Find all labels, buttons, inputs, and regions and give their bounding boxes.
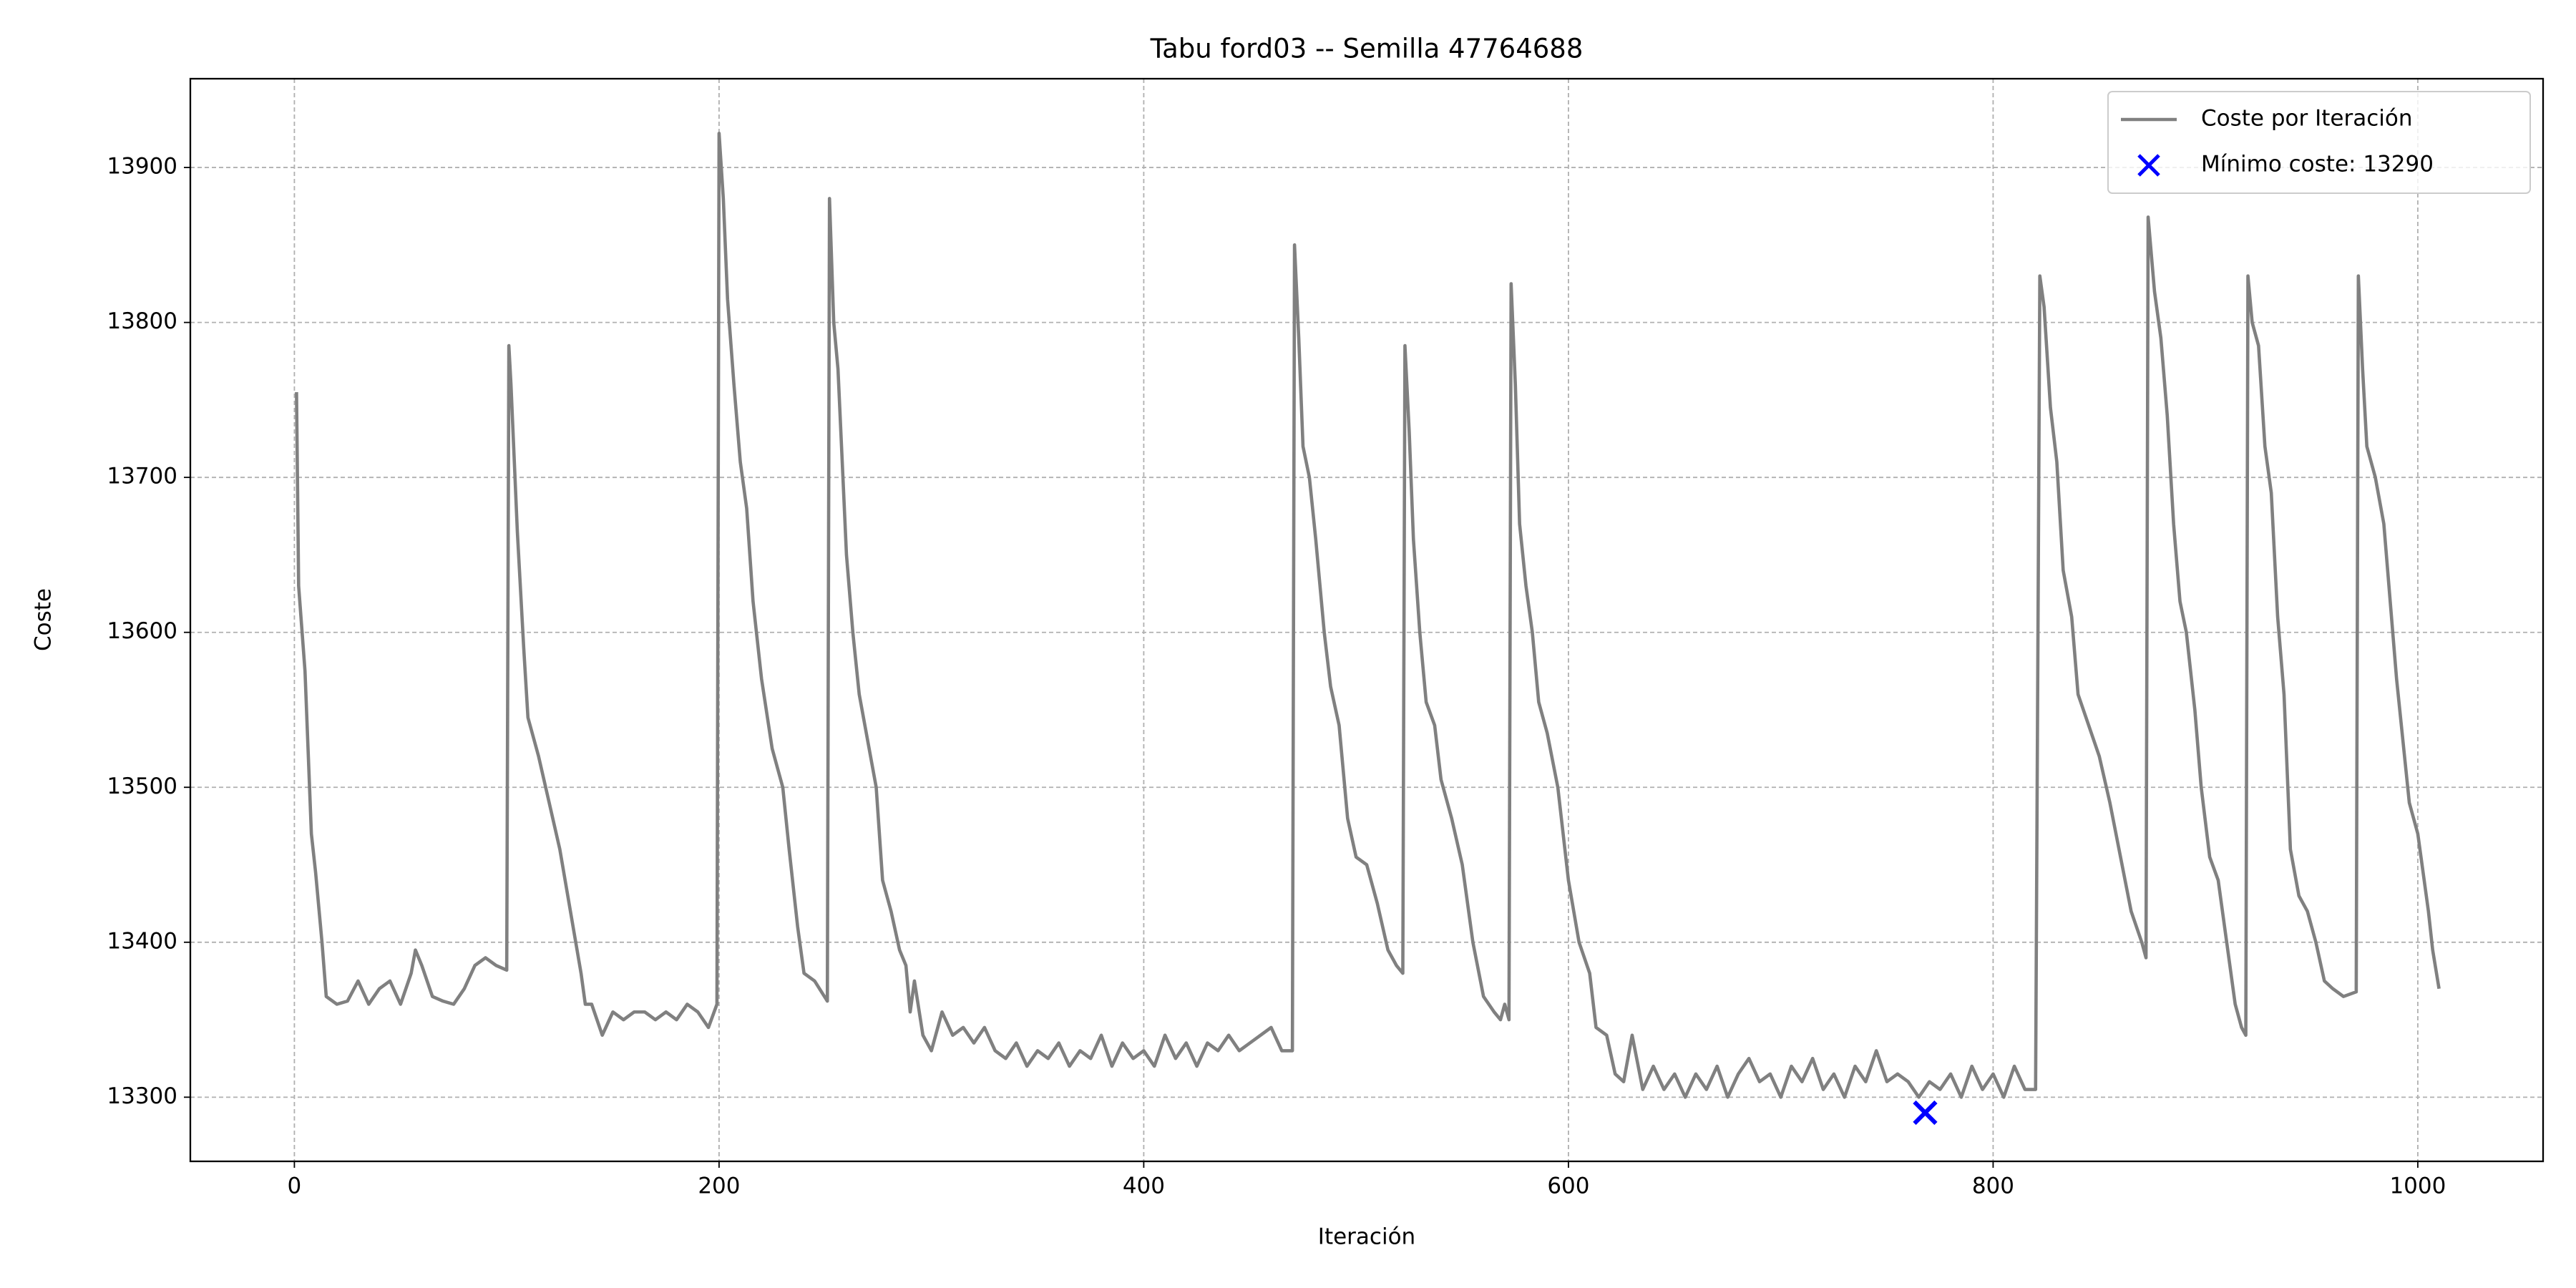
- y-tick-label: 13900: [107, 154, 177, 180]
- x-tick-label: 600: [1547, 1174, 1589, 1199]
- cost-line: [295, 132, 2441, 1099]
- legend-label: Coste por Iteración: [2201, 106, 2412, 132]
- y-tick-label: 13500: [107, 774, 177, 799]
- x-tick-label: 1000: [2389, 1174, 2446, 1199]
- legend-box: [2107, 91, 2531, 194]
- y-tick-label: 13400: [107, 928, 177, 954]
- legend-marker: [2137, 154, 2160, 177]
- legend-label: Mínimo coste: 13290: [2201, 152, 2434, 177]
- x-tick-label: 200: [698, 1174, 740, 1199]
- min-marker: [1913, 1100, 1938, 1126]
- plot-frame: [189, 77, 2545, 1163]
- y-tick-label: 13600: [107, 618, 177, 644]
- y-tick-label: 13700: [107, 464, 177, 489]
- chart-title: Tabu ford03 -- Semilla 47764688: [1150, 34, 1584, 64]
- x-tick-label: 0: [288, 1174, 302, 1199]
- y-tick-label: 13300: [107, 1083, 177, 1109]
- y-axis-label: Coste: [31, 588, 57, 651]
- x-tick-label: 800: [1972, 1174, 2014, 1199]
- y-tick-label: 13800: [107, 308, 177, 334]
- x-tick-label: 400: [1123, 1174, 1165, 1199]
- x-axis-label: Iteración: [1318, 1224, 1415, 1250]
